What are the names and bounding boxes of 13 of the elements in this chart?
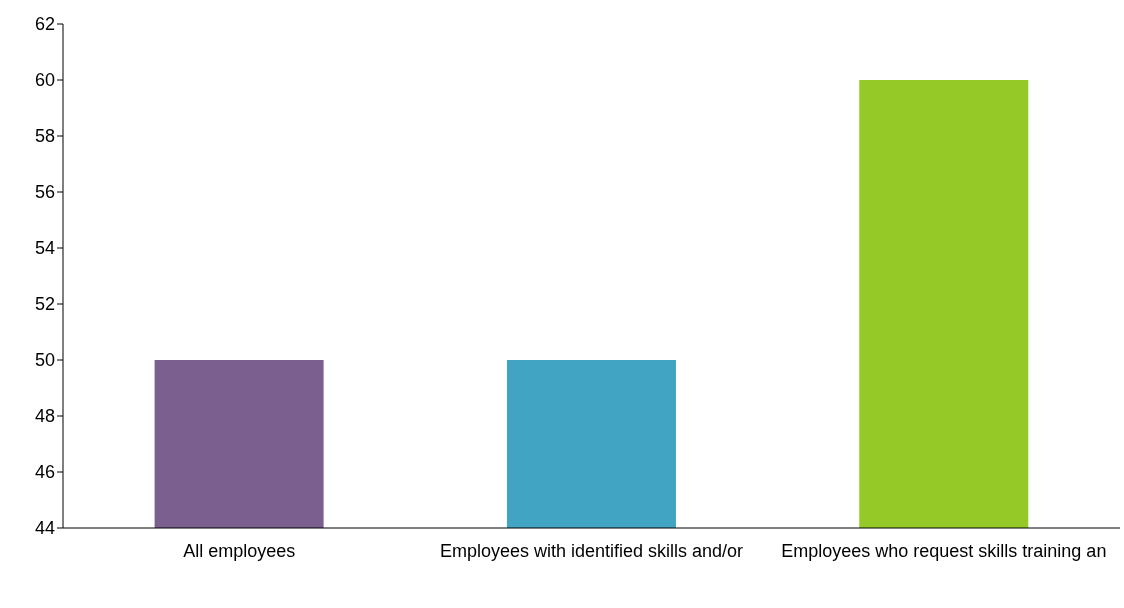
y-tick-label: 62 [34, 14, 55, 35]
y-tick-label: 60 [34, 70, 55, 91]
y-tick-label: 50 [34, 350, 55, 371]
y-tick-label: 44 [34, 518, 55, 539]
y-tick-label: 48 [34, 406, 55, 427]
x-tick-label: All employees [183, 540, 296, 561]
y-tick-label: 46 [34, 462, 55, 483]
y-tick-label: 54 [34, 238, 55, 259]
y-tick-label: 52 [34, 294, 55, 315]
y-tick-label: 58 [34, 126, 55, 147]
x-tick-label: Employees with identified skills and/or [439, 540, 744, 561]
y-tick-label: 56 [34, 182, 55, 203]
x-tick-label: Employees who request skills training an [781, 540, 1107, 561]
